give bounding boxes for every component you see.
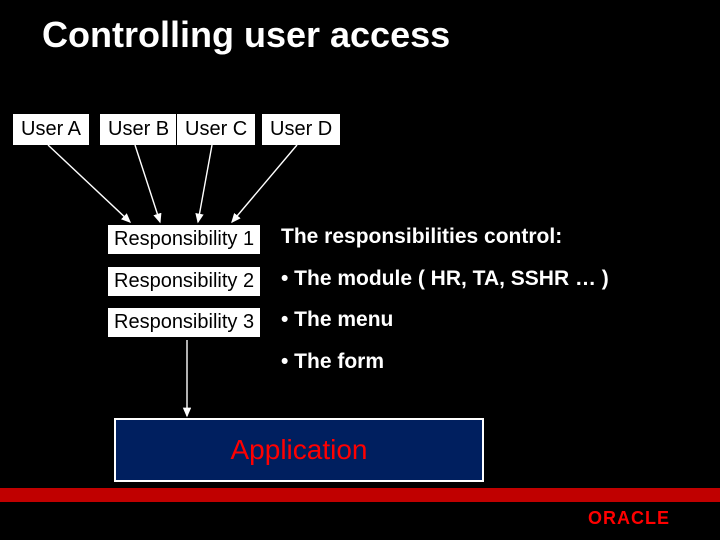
user-box-c: User C: [176, 113, 256, 146]
user-box-b: User B: [99, 113, 178, 146]
desc-bullet-2: • The menu: [281, 308, 393, 332]
desc-heading: The responsibilities control:: [281, 225, 562, 249]
oracle-logo: ORACLE: [588, 508, 670, 529]
desc-bullet-3: • The form: [281, 350, 384, 374]
responsibility-box-3: Responsibility 3: [107, 307, 261, 338]
desc-bullet-1: • The module ( HR, TA, SSHR … ): [281, 267, 609, 291]
footer-red-bar: [0, 488, 720, 502]
responsibility-box-2: Responsibility 2: [107, 266, 261, 297]
user-box-d: User D: [261, 113, 341, 146]
application-box: Application: [114, 418, 484, 482]
user-box-a: User A: [12, 113, 90, 146]
responsibility-box-1: Responsibility 1: [107, 224, 261, 255]
page-title: Controlling user access: [42, 14, 450, 56]
